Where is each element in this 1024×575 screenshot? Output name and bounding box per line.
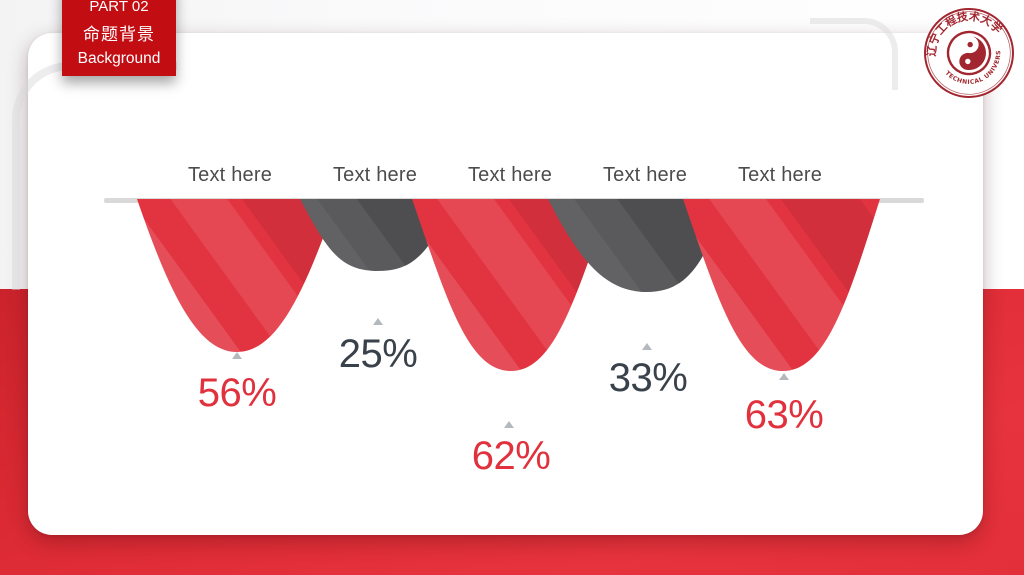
university-seal: 辽宁工程技术大学 L.N TECHNICAL UNIVERSITY	[914, 0, 1014, 98]
value-label: 62%	[471, 434, 551, 478]
value-label: 25%	[338, 332, 418, 376]
value-label: 63%	[744, 393, 824, 437]
triangle-marker	[642, 343, 652, 350]
badge-title-zh: 命题背景	[83, 25, 155, 44]
category-label: Text here	[187, 164, 273, 186]
section-badge: PART 02 命题背景 Background	[62, 0, 176, 76]
triangle-marker	[504, 421, 514, 428]
value-label: 56%	[197, 371, 277, 415]
triangle-marker	[232, 352, 242, 359]
category-label: Text here	[467, 164, 553, 186]
category-label: Text here	[602, 164, 688, 186]
badge-part-number: PART 02	[89, 0, 149, 15]
seal-emblem-icon	[959, 36, 986, 70]
decorative-corner-top-right	[810, 18, 898, 90]
triangle-marker	[779, 373, 789, 380]
triangle-marker	[373, 318, 383, 325]
category-label: Text here	[737, 164, 823, 186]
value-label: 33%	[608, 356, 688, 400]
category-label: Text here	[332, 164, 418, 186]
badge-title-en: Background	[77, 50, 161, 67]
